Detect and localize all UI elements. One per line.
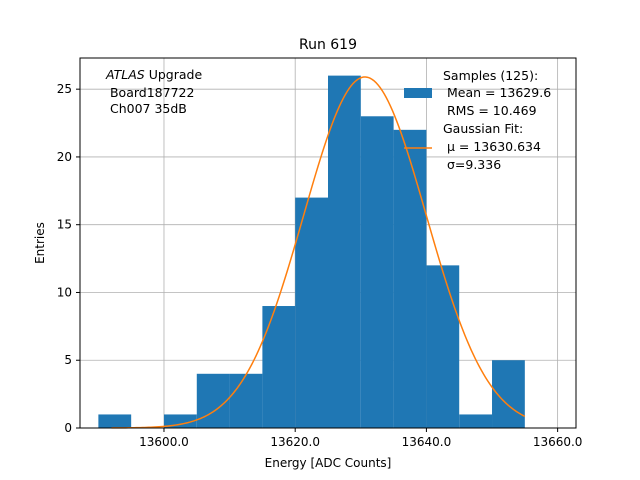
y-tick-label: 10 — [57, 285, 72, 299]
y-tick-label: 15 — [57, 218, 72, 232]
annotation-upgrade: Upgrade — [145, 67, 203, 82]
legend-fit-sigma: σ=9.336 — [443, 157, 501, 172]
axis-ticks: 13600.0 13620.0 13640.0 13660.0 0 5 10 15 20 25 — [57, 82, 583, 449]
histogram-bar — [393, 129, 427, 429]
legend: Samples (125): Mean = 13629.6 RMS = 10.4… — [404, 68, 551, 172]
y-tick-label: 20 — [57, 150, 72, 164]
histogram-bar — [163, 414, 197, 428]
histogram-bar — [459, 414, 493, 428]
histogram-bar — [328, 75, 361, 428]
histogram-bar — [196, 373, 230, 428]
annotation-channel: Ch007 35dB — [106, 101, 187, 116]
histogram-bar — [360, 116, 394, 429]
annotation-line-1: ATLAS Upgrade — [105, 67, 202, 82]
y-axis-label: Entries — [33, 222, 47, 264]
chart-title: Run 619 — [299, 37, 357, 53]
axes-frame — [79, 57, 577, 429]
legend-fit-mu: μ = 13630.634 — [443, 139, 541, 154]
histogram-bar — [262, 306, 296, 428]
histogram-bar — [229, 373, 263, 428]
legend-fit-title: Gaussian Fit: — [443, 121, 523, 136]
y-tick-label: 5 — [64, 353, 72, 367]
legend-samples-rms: RMS = 10.469 — [443, 103, 537, 118]
gaussian-fit-curve — [111, 76, 526, 429]
annotation-atlas: ATLAS — [105, 67, 145, 82]
x-tick-label: 13600.0 — [139, 435, 189, 449]
atlas-annotation: ATLAS Upgrade Board187722 Ch007 35dB — [105, 67, 202, 116]
legend-samples-mean: Mean = 13629.6 — [443, 85, 551, 100]
y-tick-label: 0 — [64, 421, 72, 435]
annotation-board: Board187722 — [106, 85, 194, 100]
histogram-bar — [98, 414, 132, 428]
x-tick-label: 13640.0 — [402, 435, 452, 449]
legend-samples-title: Samples (125): — [443, 68, 538, 83]
legend-samples-swatch — [404, 88, 432, 98]
histogram-bars — [98, 75, 525, 429]
x-tick-label: 13620.0 — [270, 435, 320, 449]
plot-area: 13600.0 13620.0 13640.0 13660.0 0 5 10 15 20 25 — [57, 57, 583, 449]
x-tick-label: 13660.0 — [533, 435, 583, 449]
x-axis-label: Energy [ADC Counts] — [265, 456, 392, 470]
histogram-bar — [295, 197, 328, 428]
y-tick-label: 25 — [57, 82, 72, 96]
histogram-bar — [426, 265, 460, 428]
gaussian-fit — [111, 76, 526, 429]
